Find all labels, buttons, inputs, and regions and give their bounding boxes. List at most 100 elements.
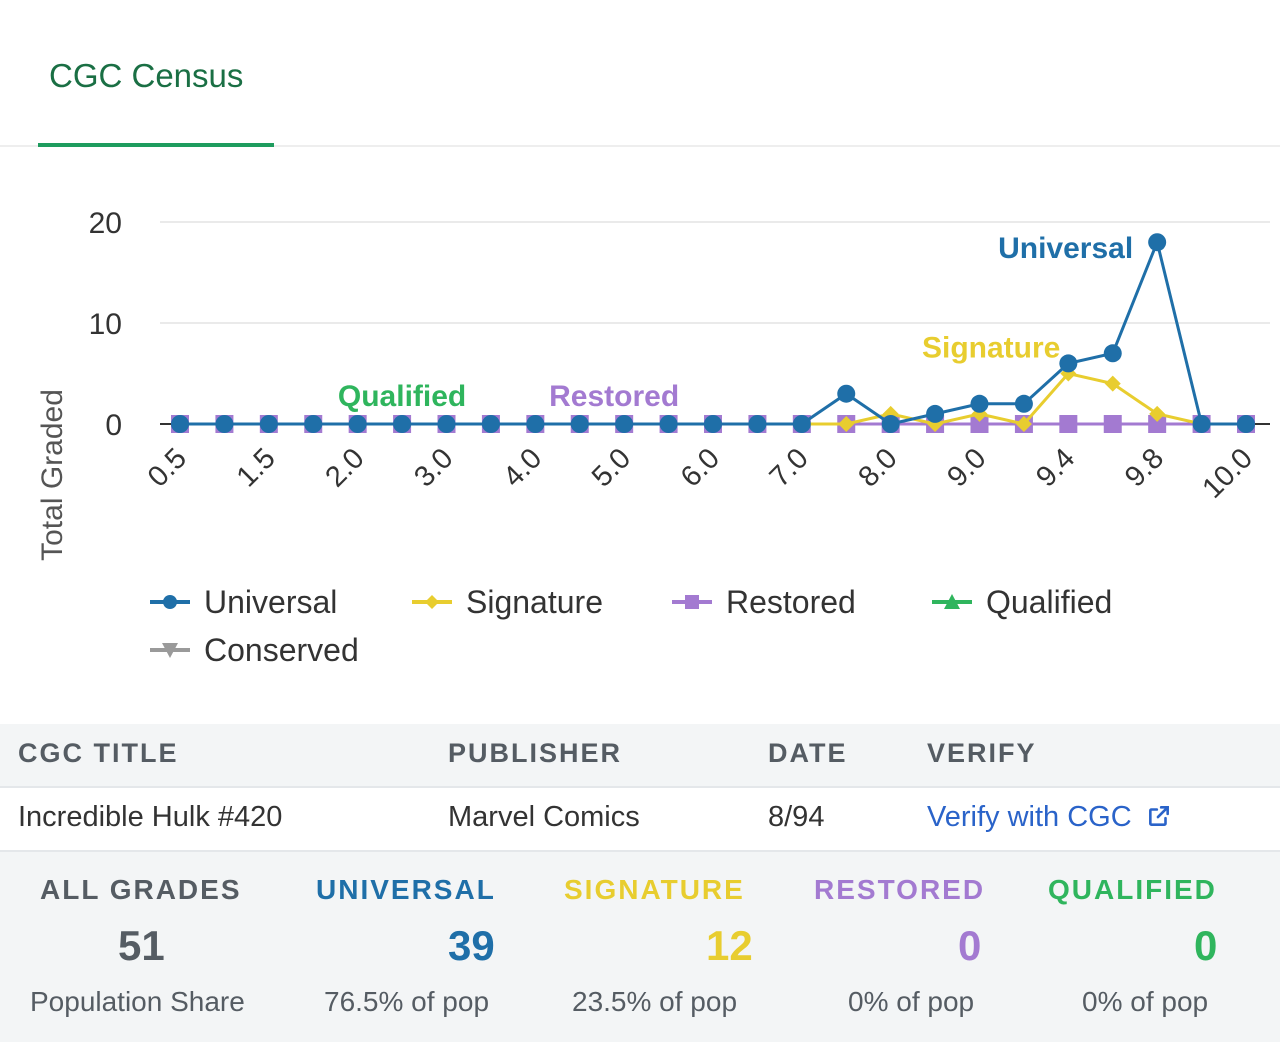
data-point-universal[interactable] [215, 415, 234, 433]
legend-marker-qualified [932, 594, 972, 609]
data-point-universal[interactable] [393, 415, 412, 433]
data-point-universal[interactable] [437, 415, 456, 433]
legend-label: Signature [466, 583, 603, 620]
data-point-universal[interactable] [1148, 233, 1167, 252]
data-point-signature[interactable] [838, 416, 855, 432]
verify-with-cgc-link[interactable]: Verify with CGC [927, 801, 1172, 834]
stat-value-qualified: 0 [1194, 922, 1218, 969]
data-point-universal[interactable] [1059, 354, 1078, 373]
cell-date: 8/94 [768, 801, 825, 833]
chart-series [171, 233, 1255, 433]
legend-item-restored[interactable]: Restored [670, 582, 856, 622]
x-axis-ticks: 0.5 1.5 2.0 3.0 4.0 5.0 6.0 7.0 8.0 9.0 9.4 9.8 10.0 [142, 442, 1259, 505]
annotation-signature: Signature [922, 332, 1060, 365]
data-point-universal[interactable] [792, 415, 811, 433]
data-point-universal[interactable] [659, 415, 678, 433]
cell-publisher: Marvel Comics [448, 801, 640, 833]
data-point-universal[interactable] [837, 384, 856, 403]
data-point-universal[interactable] [704, 415, 722, 433]
legend-marker-universal [150, 595, 190, 609]
x-tick-label: 4.0 [497, 442, 548, 493]
data-point-universal[interactable] [615, 415, 634, 433]
chart-legend: Universal Signature Restored Qualified C… [148, 580, 1248, 680]
data-point-universal[interactable] [526, 415, 545, 433]
x-tick-label: 3.0 [408, 442, 459, 493]
x-tick-label: 1.5 [231, 442, 282, 493]
stat-value-all-grades: 51 [118, 922, 165, 969]
data-point-universal[interactable] [970, 394, 989, 413]
data-point-signature[interactable] [1015, 416, 1032, 432]
data-point-universal[interactable] [304, 415, 323, 433]
stat-sub-restored: 0% of pop [848, 986, 975, 1017]
tab-bar: CGC Census [0, 0, 1280, 147]
y-tick-label: 0 [105, 409, 122, 442]
data-point-universal[interactable] [926, 404, 945, 423]
data-point-restored[interactable] [1103, 415, 1122, 433]
stat-head-qualified: QUALIFIED [1048, 874, 1217, 905]
legend-item-qualified[interactable]: Qualified [930, 582, 1112, 622]
verify-link-label: Verify with CGC [927, 801, 1132, 833]
annotation-universal: Universal [998, 232, 1133, 265]
stat-head-all-grades: ALL GRADES [40, 874, 242, 905]
data-point-universal[interactable] [1192, 415, 1211, 433]
data-point-restored[interactable] [1059, 415, 1078, 433]
y-tick-label: 10 [89, 308, 122, 341]
y-tick-label: 20 [89, 207, 122, 240]
stat-value-restored: 0 [958, 922, 982, 969]
data-point-restored[interactable] [1148, 415, 1167, 433]
y-axis-ticks: 0 10 20 [89, 207, 122, 442]
stat-sub-universal: 76.5% of pop [324, 986, 490, 1017]
table-row: Incredible Hulk #420 Marvel Comics 8/94 … [0, 788, 1280, 852]
y-axis-label: Total Graded [36, 389, 69, 561]
stat-head-universal: UNIVERSAL [316, 874, 496, 905]
column-header-verify: VERIFY [927, 738, 1037, 768]
data-point-universal[interactable] [348, 415, 367, 433]
annotation-qualified: Qualified [338, 380, 466, 413]
stat-head-signature: SIGNATURE [564, 874, 745, 905]
population-stats: ALL GRADES 51 Population Share UNIVERSAL… [0, 852, 1280, 1042]
tab-label: CGC Census [49, 57, 244, 94]
data-point-universal[interactable] [481, 415, 500, 433]
stat-value-signature: 12 [706, 922, 753, 969]
data-point-signature[interactable] [1104, 375, 1121, 392]
census-chart: 0 10 20 Total Graded 0.5 1.5 2.0 3.0 4.0 5.0 6.0… [36, 207, 1270, 561]
data-point-universal[interactable] [1237, 415, 1255, 433]
annotation-restored: Restored [549, 380, 679, 413]
x-tick-label: 10.0 [1196, 442, 1259, 505]
legend-label: Restored [726, 583, 856, 620]
x-tick-label: 8.0 [852, 442, 903, 493]
stat-sub-qualified: 0% of pop [1082, 986, 1209, 1017]
legend-item-conserved[interactable]: Conserved [148, 630, 359, 670]
stat-value-universal: 39 [448, 922, 495, 969]
data-point-universal[interactable] [881, 415, 900, 433]
x-tick-label: 7.0 [764, 442, 815, 493]
data-point-universal[interactable] [1103, 344, 1122, 363]
legend-label: Universal [204, 583, 338, 620]
table-header: CGC TITLE PUBLISHER DATE VERIFY [0, 724, 1280, 788]
x-tick-label: 2.0 [319, 442, 370, 493]
data-point-signature[interactable] [1149, 405, 1166, 422]
x-tick-label: 9.0 [941, 442, 992, 493]
legend-marker-conserved [150, 643, 190, 658]
x-tick-label: 5.0 [586, 442, 637, 493]
column-header-publisher: PUBLISHER [448, 738, 623, 768]
data-point-universal[interactable] [1014, 394, 1033, 413]
data-point-universal[interactable] [171, 415, 189, 433]
external-link-icon [1148, 806, 1169, 826]
chart-annotations: Universal Signature Qualified Restored [335, 230, 1135, 416]
legend-marker-signature [412, 595, 452, 609]
series-universal [171, 233, 1255, 433]
tab-cgc-census[interactable]: CGC Census [38, 0, 274, 147]
stat-head-restored: RESTORED [814, 874, 986, 905]
data-point-universal[interactable] [570, 415, 589, 433]
cell-title: Incredible Hulk #420 [18, 801, 283, 833]
x-tick-label: 6.0 [675, 442, 726, 493]
column-header-title: CGC TITLE [18, 738, 179, 768]
legend-item-universal[interactable]: Universal [148, 582, 337, 622]
legend-item-signature[interactable]: Signature [410, 582, 603, 622]
data-point-universal[interactable] [259, 415, 278, 433]
data-point-restored[interactable] [970, 415, 989, 433]
x-tick-label: 9.4 [1030, 442, 1081, 493]
legend-label: Conserved [204, 631, 359, 668]
data-point-universal[interactable] [748, 415, 767, 433]
